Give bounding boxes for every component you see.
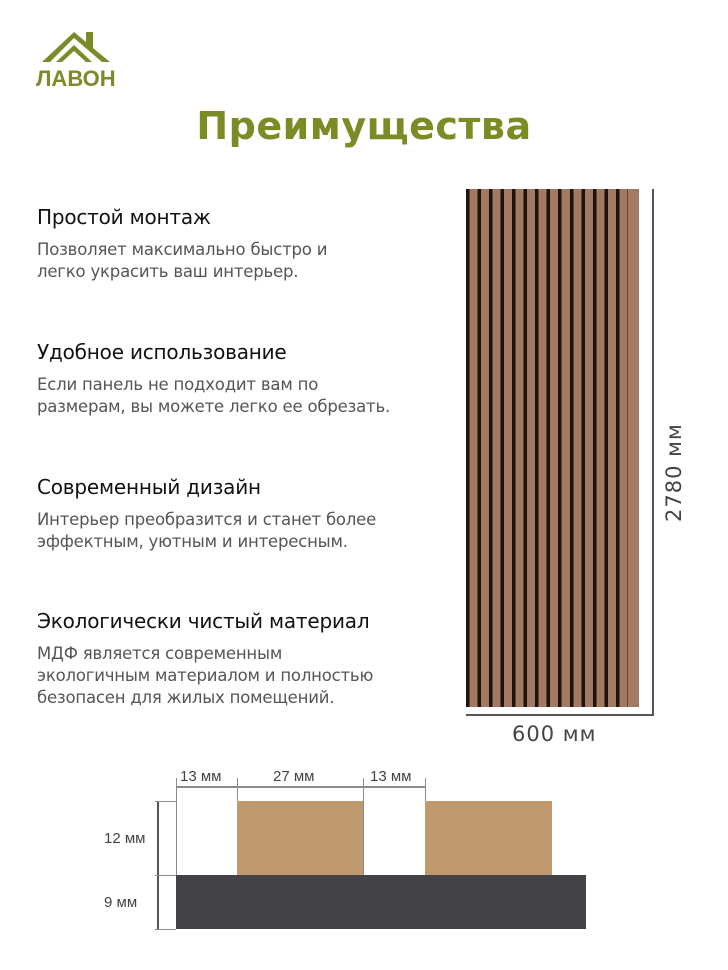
house-roof-icon <box>42 32 110 62</box>
panel-end-strip <box>628 189 639 707</box>
tick-slat1-left <box>237 778 238 802</box>
tick-left <box>176 778 177 875</box>
slat-panel-image <box>466 189 639 707</box>
width-dimension-line <box>466 714 654 716</box>
tick-side-top <box>155 801 176 802</box>
feature-title: Удобное использование <box>37 340 287 364</box>
base-height-label: 9 мм <box>104 894 138 911</box>
feature-title: Простой монтаж <box>37 205 211 229</box>
page-title: Преимущества <box>196 104 532 148</box>
feature-title: Экологически чистый материал <box>37 609 370 633</box>
profile-slat-1 <box>237 801 363 875</box>
tick-side-bottom <box>155 929 176 930</box>
tick-slat1-right <box>363 778 364 875</box>
profile-base <box>176 875 586 929</box>
feature-convenient-use: Удобное использование Если панель не под… <box>37 340 467 418</box>
height-dimension-line <box>652 189 654 716</box>
height-dimension-label: 2780 мм <box>662 423 686 522</box>
gap2-width-label: 13 мм <box>370 768 412 785</box>
feature-text: Если панель не подходит вам по размерам,… <box>37 375 391 416</box>
feature-text: Интерьер преобразится и станет более эфф… <box>37 510 377 551</box>
tick-side-mid <box>155 875 176 876</box>
feature-text: МДФ является современным экологичным мат… <box>37 644 374 707</box>
width-dimension-label: 600 мм <box>512 722 597 746</box>
feature-title: Современный дизайн <box>37 475 261 499</box>
feature-text: Позволяет максимально быстро и легко укр… <box>37 240 328 281</box>
feature-eco-material: Экологически чистый материал МДФ являетс… <box>37 609 467 709</box>
slat-height-label: 12 мм <box>104 830 146 847</box>
profile-slat-2 <box>425 801 552 875</box>
tick-slat2-left <box>425 778 426 802</box>
profile-top-dimension-line <box>176 786 425 788</box>
brand-logo: ЛАВОН <box>36 28 116 94</box>
gap1-width-label: 13 мм <box>180 768 222 785</box>
profile-side-dimension-line <box>157 801 159 929</box>
feature-simple-installation: Простой монтаж Позволяет максимально быс… <box>37 205 467 283</box>
slat-width-label: 27 мм <box>273 768 315 785</box>
brand-name: ЛАВОН <box>36 66 116 91</box>
feature-modern-design: Современный дизайн Интерьер преобразится… <box>37 475 467 553</box>
